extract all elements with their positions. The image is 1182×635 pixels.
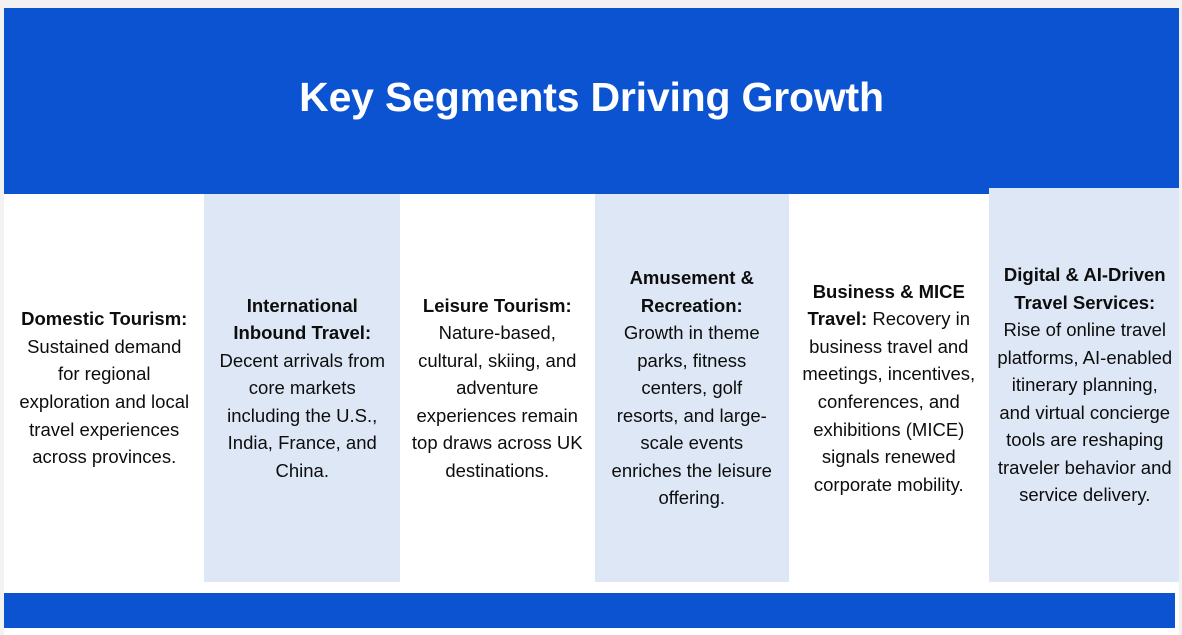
segment-text: International Inbound Travel: Decent arr… [218,292,386,485]
segment-card-business-mice-travel[interactable]: Business & MICE Travel: Recovery in busi… [789,194,989,582]
slide-top-edge [4,0,1179,8]
segment-card-domestic-tourism[interactable]: Domestic Tourism: Sustained demand for r… [4,194,205,582]
segment-text: Amusement & Recreation: Growth in theme … [609,264,776,512]
segment-term: Digital & AI-Driven Travel Services: [1003,263,1166,313]
segment-description: Decent arrivals from core markets includ… [219,349,385,481]
segment-term: Leisure Tourism: [422,294,572,316]
segment-text: Business & MICE Travel: Recovery in busi… [799,278,978,499]
segment-text: Digital & AI-Driven Travel Services: Ris… [995,261,1175,509]
segment-card-international-inbound-travel[interactable]: International Inbound Travel: Decent arr… [204,194,400,582]
segment-text: Leisure Tourism: Nature-based, cultural,… [410,292,585,485]
segment-card-digital-ai-driven-travel-services[interactable]: Digital & AI-Driven Travel Services: Ris… [988,188,1179,582]
segment-description: Nature-based, cultural, skiing, and adve… [411,322,583,481]
segment-term: Business & MICE Travel: [807,280,965,330]
header-band: Key Segments Driving Growth [4,8,1179,194]
segment-description: Rise of online travel platforms, AI-enab… [997,319,1173,506]
segment-term: International Inbound Travel: [233,294,372,344]
segment-card-amusement-recreation[interactable]: Amusement & Recreation: Growth in theme … [594,194,790,582]
segment-card-leisure-tourism[interactable]: Leisure Tourism: Nature-based, cultural,… [400,194,595,582]
footer-band [4,593,1175,628]
segment-term: Domestic Tourism: [21,308,188,330]
segment-description: Growth in theme parks, fitness centers, … [611,322,772,509]
segment-term: Amusement & Recreation: [629,266,754,316]
page-title: Key Segments Driving Growth [299,74,884,121]
segment-columns: Domestic Tourism: Sustained demand for r… [4,188,1179,582]
segment-description: Sustained demand for regional exploratio… [19,335,190,468]
segment-description: Recovery in business travel and meetings… [802,308,976,495]
segment-text: Domestic Tourism: Sustained demand for r… [14,305,194,470]
